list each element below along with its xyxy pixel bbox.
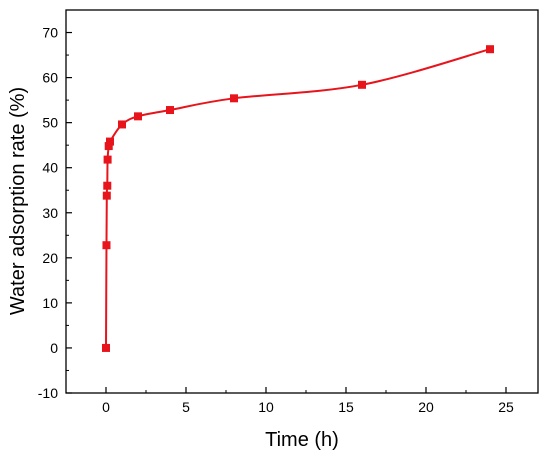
x-tick-label: 0 [102, 399, 110, 415]
x-tick-label: 25 [498, 399, 514, 415]
plot-frame [65, 9, 539, 394]
x-axis-label: Time (h) [265, 429, 339, 451]
y-tick-label: 0 [50, 340, 58, 356]
data-point-marker [104, 142, 113, 151]
series-curve [105, 48, 491, 348]
x-tick-label: 20 [418, 399, 434, 415]
data-point-marker [486, 45, 494, 54]
y-tick-label: 20 [42, 250, 58, 266]
y-axis-ticks: -10 0 10 20 30 40 50 60 70 [38, 25, 72, 401]
data-markers [102, 45, 494, 352]
data-point-marker [102, 343, 110, 352]
data-point-marker [106, 137, 114, 146]
x-axis-ticks: 0 5 10 15 20 25 [102, 387, 514, 415]
data-point-marker [230, 94, 238, 103]
x-tick-label: 10 [258, 399, 274, 415]
data-point-marker [134, 112, 142, 121]
y-axis-label: Water adsorption rate (%) [7, 87, 29, 315]
y-tick-label: -10 [38, 385, 58, 401]
y-tick-label: 40 [42, 160, 58, 176]
data-point-marker [118, 120, 126, 129]
y-tick-label: 50 [42, 115, 58, 131]
x-tick-label: 15 [338, 399, 354, 415]
y-tick-label: 30 [42, 205, 58, 221]
data-point-marker [358, 80, 366, 89]
x-tick-label: 5 [182, 399, 190, 415]
y-tick-label: 60 [42, 70, 58, 86]
data-point-marker [102, 191, 111, 200]
data-point-marker [103, 155, 112, 164]
plot-area [65, 9, 539, 394]
data-point-marker [166, 106, 174, 115]
data-point-marker [103, 181, 112, 190]
y-tick-label: 70 [42, 25, 58, 41]
data-point-marker [102, 241, 111, 250]
y-tick-label: 10 [42, 295, 58, 311]
